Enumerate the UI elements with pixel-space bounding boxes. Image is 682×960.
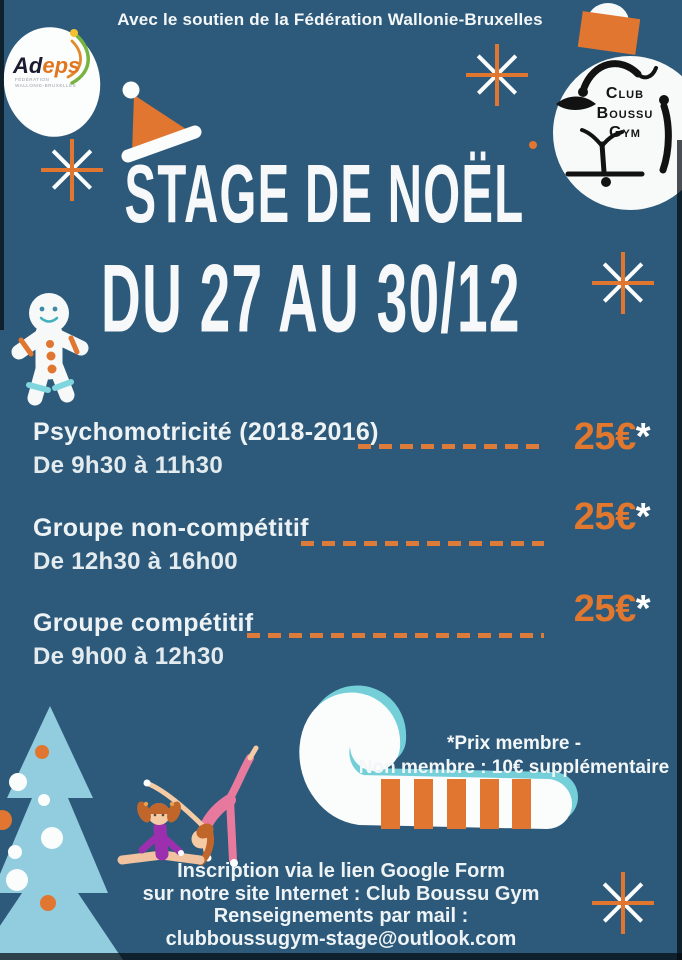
course-schedule: De 9h30 à 11h30 — [33, 452, 223, 479]
adeps-caption-1: FÉDÉRATION — [15, 76, 49, 82]
photo-edge — [0, 953, 682, 960]
snowflake-icon — [466, 44, 528, 106]
course-name: Groupe compétitif — [33, 609, 254, 637]
sparkle-dot — [529, 141, 537, 149]
dashed-line — [247, 633, 544, 638]
course-name: Psychomotricité (2018-2016) — [33, 418, 379, 446]
candy-cane-icon — [299, 685, 578, 829]
adeps-wordmark: Adeps — [12, 53, 80, 78]
gymnasts-illustration — [117, 745, 259, 867]
footer-line1: Inscription via le lien Google Form — [177, 860, 505, 882]
course-schedule: De 9h00 à 12h30 — [33, 643, 225, 670]
poster-title-line1: STAGE DE NOËL — [124, 147, 524, 241]
club-logo-text: Club Boussu Gym — [597, 85, 654, 141]
ornament-cap — [577, 11, 641, 55]
snowflake-icon — [592, 872, 654, 934]
gymnast-silhouettes — [556, 60, 672, 187]
dashed-line — [301, 541, 544, 546]
adeps-swoosh-orange — [66, 39, 82, 79]
photo-edge — [677, 140, 682, 960]
svg-text:Gym: Gym — [609, 124, 641, 141]
price-note-line2: Non membre : 10€ supplémentaire — [358, 757, 670, 778]
footer-contact: Inscription via le lien Google Form sur … — [40, 860, 642, 950]
santa-hat-icon — [121, 81, 202, 163]
support-banner: Avec le soutien de la Fédération Walloni… — [117, 10, 543, 29]
photo-edge — [0, 0, 4, 330]
gingerbread-man-icon — [11, 293, 89, 406]
footer-email: clubboussugym-stage@outlook.com — [165, 927, 517, 950]
footer-line2: sur notre site Internet : Club Boussu Gy… — [142, 882, 540, 905]
poster-title-line2: DU 27 AU 30/12 — [101, 245, 521, 353]
club-boussu-gym-logo: Club Boussu Gym — [553, 3, 682, 210]
svg-text:Club: Club — [606, 85, 644, 102]
dashed-line — [358, 444, 544, 449]
snowflake-icon — [41, 139, 103, 201]
adeps-swoosh-green — [70, 33, 90, 85]
price-note: *Prix membre - Non membre : 10€ suppléme… — [356, 732, 672, 780]
course-schedule: De 12h30 à 16h00 — [33, 548, 238, 575]
svg-text:Boussu: Boussu — [597, 105, 654, 122]
snowflake-icon — [592, 252, 654, 314]
adeps-caption-2: WALLONIE-BRUXELLES — [15, 83, 76, 88]
christmas-tree-icon — [0, 706, 123, 960]
course-price: 25€* — [573, 588, 651, 630]
adeps-logo: Adeps FÉDÉRATION WALLONIE-BRUXELLES — [3, 27, 101, 137]
course-name: Groupe non-compétitif — [33, 514, 309, 542]
adeps-dot — [70, 29, 78, 37]
course-price: 25€* — [573, 416, 651, 458]
price-note-line1: *Prix membre - — [446, 733, 582, 754]
course-price: 25€* — [573, 496, 651, 538]
footer-line3: Renseignements par mail : — [213, 905, 469, 927]
